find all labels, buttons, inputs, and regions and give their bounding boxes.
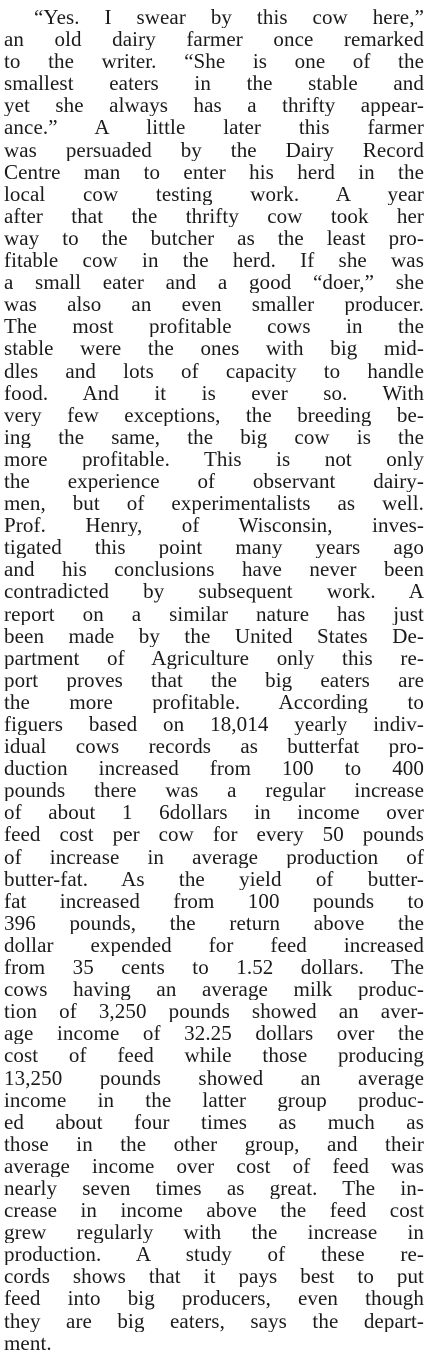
text-line: feed into big producers, even though: [4, 1287, 424, 1310]
text-line: was persuaded by the Dairy Record: [4, 138, 424, 161]
text-line: very few exceptions, the breeding be-: [4, 403, 424, 426]
text-line: fitable cow in the herd. If she was: [4, 249, 424, 272]
text-line: tigated this point many years ago: [4, 536, 424, 559]
text-line: income in the latter group produc-: [4, 1088, 424, 1111]
text-line: partment of Agriculture only this re-: [4, 646, 424, 669]
text-line: average income over cost of feed was: [4, 1154, 424, 1177]
text-line: to the writer. “She is one of the: [4, 50, 424, 73]
text-line: feed cost per cow for every 50 pounds: [4, 823, 424, 846]
text-line: after that the thrifty cow took her: [4, 204, 424, 227]
text-line: Centre man to enter his herd in the: [4, 160, 424, 183]
text-line: fat increased from 100 pounds to: [4, 889, 424, 912]
text-line: the more profitable. According to: [4, 690, 424, 713]
text-line: “Yes. I swear by this cow here,”: [34, 6, 424, 29]
text-line: way to the butcher as the least pro-: [4, 226, 424, 250]
text-line: stable were the ones with big mid-: [4, 337, 424, 360]
text-line: cows having an average milk produc-: [4, 978, 424, 1001]
text-line: 13,250 pounds showed an average: [4, 1066, 424, 1089]
text-line: ing the same, the big cow is the: [4, 425, 424, 448]
text-line: a small eater and a good “doer,” she: [4, 271, 424, 294]
text-line: been made by the United States De-: [4, 624, 424, 647]
text-line: those in the other group, and their: [4, 1132, 424, 1155]
text-line: crease in income above the feed cost: [4, 1199, 424, 1222]
text-line: more profitable. This is not only: [4, 447, 424, 470]
text-line: grew regularly with the increase in: [4, 1221, 424, 1244]
text-line: dles and lots of capacity to handle: [4, 359, 424, 382]
text-line: an old dairy farmer once remarked: [4, 28, 424, 51]
text-line: pounds there was a regular increase: [4, 779, 424, 802]
text-line: figuers based on 18,014 yearly indiv-: [4, 713, 424, 736]
text-line: tion of 3,250 pounds showed an aver-: [4, 1000, 424, 1023]
text-line: local cow testing work. A year: [4, 182, 424, 205]
text-line: The most profitable cows in the: [4, 315, 424, 338]
text-line: dollar expended for feed increased: [4, 933, 424, 957]
text-line: they are big eaters, says the depart-: [4, 1309, 424, 1332]
text-line: food. And it is ever so. With: [4, 381, 424, 404]
text-line: yet she always has a thrifty appear-: [4, 94, 424, 117]
text-line: smallest eaters in the stable and: [4, 72, 424, 95]
text-line: of about 1 6dollars in income over: [4, 801, 424, 824]
text-line: the experience of observant dairy-: [4, 469, 424, 493]
text-line: duction increased from 100 to 400: [4, 757, 424, 780]
text-line: cords shows that it pays best to put: [4, 1265, 424, 1288]
text-line: report on a similar nature has just: [4, 602, 424, 625]
text-line: age income of 32.25 dollars over the: [4, 1022, 424, 1045]
text-line: port proves that the big eaters are: [4, 668, 424, 691]
text-line: of increase in average production of: [4, 845, 424, 868]
text-line: men, but of experimentalists as well.: [4, 492, 424, 515]
text-line: idual cows records as butterfat pro-: [4, 735, 424, 758]
text-line: contradicted by subsequent work. A: [4, 580, 424, 603]
text-line: ment.: [4, 1331, 52, 1354]
text-line: was also an even smaller producer.: [4, 293, 424, 316]
text-line: production. A study of these re-: [4, 1243, 424, 1266]
text-line: from 35 cents to 1.52 dollars. The: [4, 956, 424, 979]
text-line: and his conclusions have never been: [4, 558, 424, 581]
text-line: cost of feed while those producing: [4, 1044, 424, 1067]
text-line: nearly seven times as great. The in-: [4, 1176, 424, 1200]
text-line: 396 pounds, the return above the: [4, 911, 424, 934]
text-line: ed about four times as much as: [4, 1110, 424, 1133]
text-line: ance.” A little later this farmer: [4, 116, 424, 139]
text-line: butter-fat. As the yield of butter-: [4, 867, 424, 890]
text-line: Prof. Henry, of Wisconsin, inves-: [4, 514, 424, 537]
